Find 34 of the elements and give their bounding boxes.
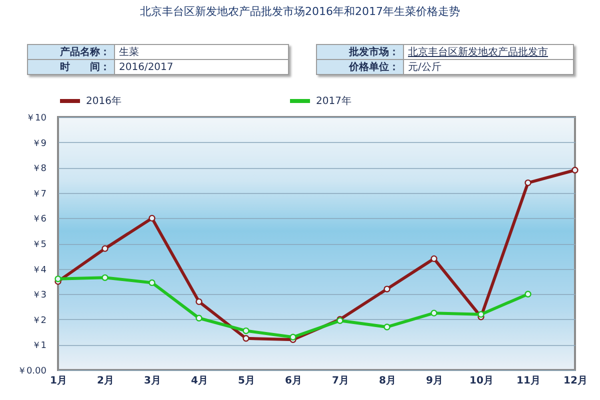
- x-tick-label: 10月: [470, 376, 494, 386]
- text: 价格单位：: [316, 60, 404, 74]
- text: 元/公斤: [408, 62, 442, 73]
- text: 2016/2017: [119, 62, 174, 72]
- x-tick-label: 1月: [50, 376, 67, 386]
- x-tick-label: 4月: [191, 376, 208, 386]
- x-tick-label: 8月: [379, 376, 396, 386]
- x-tick-label: 3月: [144, 376, 161, 386]
- text: 北京丰台区新发地农产品批发市: [408, 47, 548, 58]
- y-tick-label: ￥5: [32, 240, 46, 250]
- legend-label: 2016年: [86, 95, 122, 107]
- x-tick-label: 2月: [97, 376, 114, 386]
- x-tick-label: 6月: [285, 376, 302, 386]
- y-tick-label: ￥8: [32, 164, 47, 174]
- y-tick-label: ￥7: [32, 189, 46, 200]
- chart-title: 北京丰台区新发地农产品批发市场2016年和2017年生菜价格走势: [139, 4, 461, 19]
- x-tick-label: 5月: [238, 376, 255, 386]
- y-tick-label: ￥0.00: [17, 366, 47, 376]
- y-tick-label: ￥3: [32, 290, 46, 301]
- y-tick-label: ￥2: [32, 316, 46, 326]
- y-tick-label: ￥10: [26, 114, 47, 124]
- legend-label: 2017年: [316, 95, 352, 107]
- x-tick-label: 9月: [426, 376, 443, 386]
- x-tick-label: 7月: [332, 376, 349, 386]
- text: 批发市场：: [316, 44, 404, 60]
- y-tick-label: ￥9: [32, 138, 47, 149]
- x-tick-label: 11月: [516, 376, 540, 386]
- text: 生菜: [119, 47, 139, 58]
- x-tick-label: 12月: [564, 376, 588, 386]
- y-tick-label: ￥6: [32, 214, 47, 225]
- y-tick-label: ￥4: [32, 265, 47, 276]
- text: 产品名称：: [28, 44, 114, 60]
- y-tick-label: ￥1: [32, 341, 46, 352]
- text: 时 间：: [28, 60, 114, 74]
